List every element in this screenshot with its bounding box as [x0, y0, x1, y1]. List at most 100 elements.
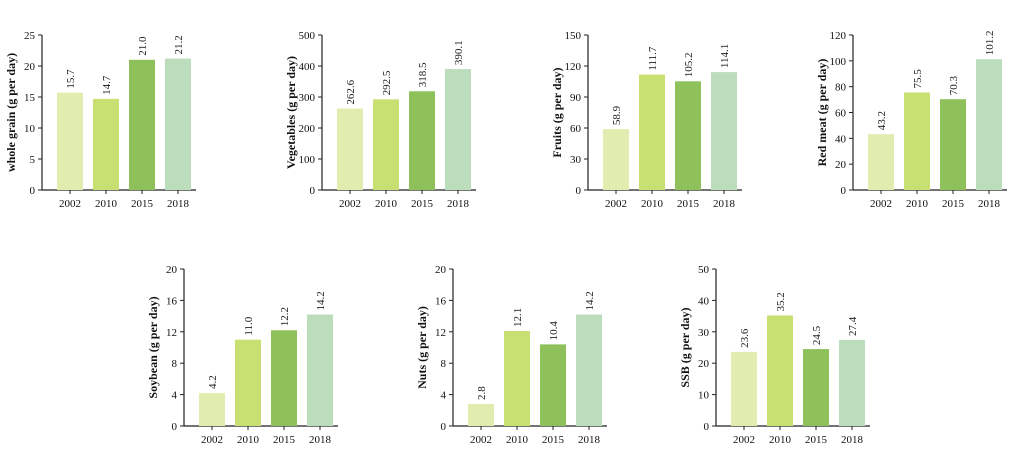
data-label: 27.4 [847, 316, 859, 336]
bar-2010 [93, 98, 119, 190]
y-tick-label: 100 [830, 56, 847, 68]
y-tick-label: 0 [704, 421, 710, 433]
x-tick-label: 2002 [470, 434, 492, 446]
x-tick-label: 2002 [339, 198, 361, 210]
x-tick-label: 2015 [411, 198, 434, 210]
bar-2010 [504, 331, 530, 426]
x-tick-label: 2018 [578, 434, 601, 446]
data-label: 35.2 [775, 292, 787, 311]
bar-2015 [803, 349, 829, 426]
data-label: 14.2 [584, 291, 596, 310]
chart-panel-5: 0 4 8 12 16 20 2002 4.2 2010 11.0 2015 12.2 2018 14.2… [146, 264, 338, 446]
y-tick-label: 16 [166, 295, 178, 307]
y-tick-label: 4 [172, 390, 178, 402]
data-label: 21.0 [137, 36, 149, 56]
data-label: 262.6 [345, 79, 357, 104]
x-tick-label: 2018 [447, 198, 470, 210]
chart-panel-4: 0 20 40 60 80 100 120 2002 43.2 2010 75.5 2015 70.3 2… [815, 30, 1007, 210]
data-label: 14.7 [101, 75, 113, 95]
bar-2018 [165, 58, 191, 191]
y-tick-label: 20 [24, 61, 36, 73]
x-tick-label: 2018 [167, 198, 190, 210]
y-tick-label: 4 [441, 390, 447, 402]
data-label: 2.8 [476, 386, 488, 400]
y-tick-label: 40 [698, 295, 710, 307]
bar-2010 [639, 74, 665, 190]
data-label: 11.0 [243, 316, 255, 335]
y-tick-label: 60 [570, 123, 582, 135]
y-axis-title: whole grain (g per day) [4, 53, 18, 172]
x-tick-label: 2010 [906, 198, 929, 210]
chart-panel-6: 0 4 8 12 16 20 2002 2.8 2010 12.1 2015 10.4 2018 14.2… [415, 264, 607, 446]
bar-2010 [904, 92, 930, 190]
y-tick-label: 400 [299, 61, 316, 73]
y-tick-label: 0 [310, 185, 316, 197]
y-tick-label: 16 [435, 295, 447, 307]
data-label: 43.2 [876, 111, 888, 130]
x-tick-label: 2010 [641, 198, 664, 210]
data-label: 318.5 [417, 62, 429, 87]
y-tick-label: 120 [830, 30, 847, 42]
data-label: 105.2 [683, 53, 695, 78]
data-label: 14.2 [315, 291, 327, 310]
data-label: 114.1 [719, 44, 731, 68]
x-tick-label: 2015 [677, 198, 700, 210]
y-tick-label: 80 [835, 82, 847, 94]
data-label: 24.5 [811, 325, 823, 345]
chart-panel-2: 0 100 200 300 400 500 2002 262.6 2010 292.5 2015 31… [284, 30, 476, 210]
data-label: 75.5 [912, 69, 924, 89]
y-tick-label: 8 [172, 358, 178, 370]
bar-2010 [373, 99, 399, 190]
data-label: 21.2 [173, 35, 185, 54]
data-label: 390.1 [453, 40, 465, 65]
y-tick-label: 30 [570, 154, 582, 166]
data-label: 111.7 [647, 46, 659, 70]
bar-2018 [307, 314, 333, 426]
y-tick-label: 500 [299, 30, 316, 42]
bar-2018 [711, 72, 737, 190]
x-tick-label: 2015 [131, 198, 154, 210]
bar-2002 [199, 393, 225, 426]
data-label: 101.2 [984, 31, 996, 56]
x-tick-label: 2018 [309, 434, 332, 446]
y-tick-label: 120 [565, 61, 582, 73]
bar-2010 [767, 315, 793, 426]
bar-2002 [603, 129, 629, 190]
x-tick-label: 2018 [978, 198, 1001, 210]
y-axis-title: Nuts (g per day) [415, 306, 429, 389]
bar-2018 [839, 339, 865, 426]
bar-2018 [576, 314, 602, 426]
bar-2002 [468, 404, 494, 426]
y-tick-label: 20 [166, 264, 178, 276]
bar-2015 [271, 330, 297, 426]
y-axis-title: Vegetables (g per day) [284, 56, 298, 169]
data-label: 4.2 [207, 375, 219, 389]
x-tick-label: 2015 [542, 434, 565, 446]
data-label: 12.2 [279, 307, 291, 326]
y-tick-label: 0 [441, 421, 447, 433]
y-tick-label: 20 [835, 159, 847, 171]
x-tick-label: 2010 [95, 198, 118, 210]
y-axis-title: SSB (g per day) [678, 307, 692, 387]
y-tick-label: 40 [835, 133, 847, 145]
y-tick-label: 0 [172, 421, 178, 433]
data-label: 12.1 [512, 308, 524, 327]
y-axis-title: Fruits (g per day) [550, 67, 564, 157]
chart-panel-1: 0 5 10 15 20 25 2002 15.7 2010 14.7 2015 21.0 2018 21… [4, 30, 196, 210]
y-tick-label: 10 [24, 123, 36, 135]
y-tick-label: 30 [698, 327, 710, 339]
data-label: 70.3 [948, 75, 960, 95]
x-tick-label: 2002 [59, 198, 81, 210]
y-axis-title: Red meat (g per day) [815, 59, 829, 167]
y-tick-label: 20 [435, 264, 447, 276]
bar-2002 [337, 108, 363, 190]
x-tick-label: 2002 [870, 198, 892, 210]
data-label: 10.4 [548, 321, 560, 341]
bar-2015 [675, 81, 701, 190]
chart-panel-3: 0 30 60 90 120 150 2002 58.9 2010 111.7 2015 105.2 2… [550, 30, 742, 210]
x-tick-label: 2015 [273, 434, 296, 446]
x-tick-label: 2002 [201, 434, 223, 446]
data-label: 292.5 [381, 70, 393, 95]
x-tick-label: 2010 [375, 198, 398, 210]
